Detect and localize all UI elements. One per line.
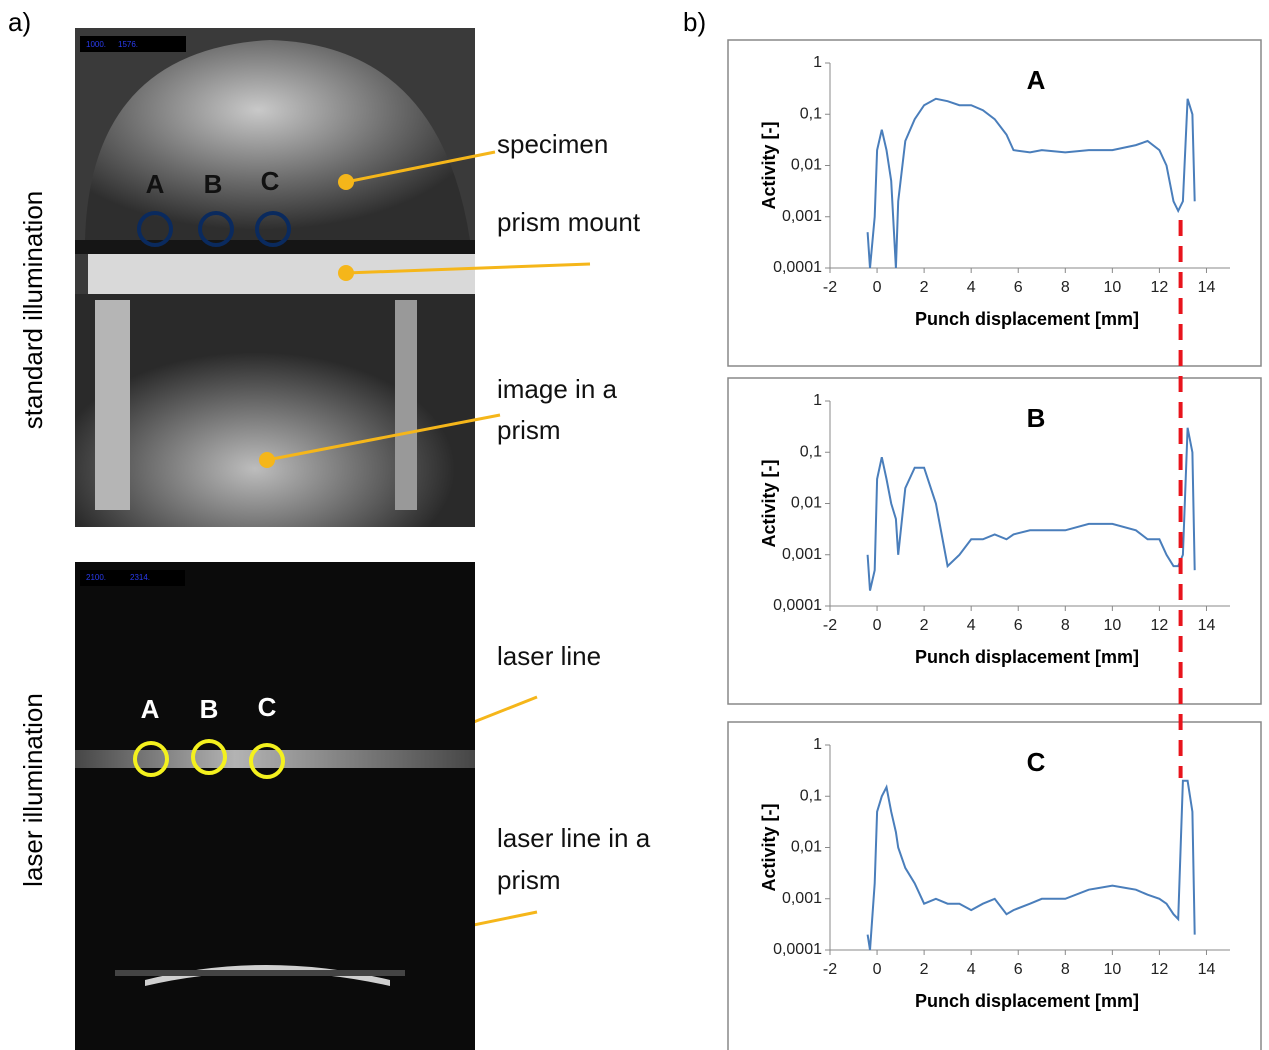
annotation: laser line in a: [497, 823, 651, 853]
x-tick-label: 14: [1198, 617, 1216, 634]
marker-label: C: [261, 166, 280, 196]
annotation: prism mount: [497, 207, 641, 237]
x-tick-label: 10: [1103, 279, 1121, 296]
x-tick-label: 8: [1061, 961, 1070, 978]
x-tick-label: 2: [920, 279, 929, 296]
y-tick-label: 0,01: [791, 495, 822, 512]
overlay-text: 2100.: [86, 573, 106, 582]
y-axis-label: Activity [-]: [759, 121, 779, 209]
x-tick-label: 14: [1198, 961, 1216, 978]
y-tick-label: 0,001: [782, 546, 822, 563]
marker-label: A: [146, 169, 165, 199]
panel-label: a): [8, 7, 31, 37]
annotation: prism: [497, 865, 561, 895]
overlay-text: 2314.: [130, 573, 150, 582]
photo-laser: [75, 562, 475, 1050]
y-tick-label: 0,0001: [773, 597, 822, 614]
x-tick-label: 0: [873, 617, 882, 634]
x-tick-label: 8: [1061, 279, 1070, 296]
annotation: laser line: [497, 641, 601, 671]
marker-circles: [133, 739, 285, 779]
x-tick-label: -2: [823, 279, 837, 296]
photo-standard: [75, 28, 475, 527]
x-tick-label: 4: [967, 961, 976, 978]
y-tick-label: 0,001: [782, 890, 822, 907]
y-tick-label: 0,01: [791, 839, 822, 856]
x-tick-label: 0: [873, 961, 882, 978]
x-tick-label: 6: [1014, 279, 1023, 296]
y-tick-label: 0,001: [782, 208, 822, 225]
y-tick-label: 0,1: [800, 105, 822, 122]
chart-frame: [727, 377, 1262, 705]
overlay-text: 1000.: [86, 40, 106, 49]
y-tick-label: 0,0001: [773, 941, 822, 958]
overlay-text: 1576.: [118, 40, 138, 49]
marker-label: A: [141, 694, 160, 724]
x-tick-label: -2: [823, 617, 837, 634]
data-line: [866, 779, 1196, 951]
chart-frame: [727, 721, 1262, 1050]
annotation: specimen: [497, 129, 608, 159]
chart-title: A: [1027, 65, 1046, 95]
side-label: standard illumination: [18, 191, 48, 429]
x-tick-label: 12: [1151, 279, 1169, 296]
x-tick-label: 14: [1198, 279, 1216, 296]
x-tick-label: 12: [1151, 961, 1169, 978]
x-tick-label: 12: [1151, 617, 1169, 634]
marker-circles: [137, 211, 291, 247]
chart-title: B: [1027, 403, 1046, 433]
x-tick-label: 10: [1103, 617, 1121, 634]
y-axis-label: Activity [-]: [759, 803, 779, 891]
x-tick-label: 0: [873, 279, 882, 296]
y-tick-label: 1: [813, 54, 822, 71]
marker-label: B: [200, 694, 219, 724]
x-tick-label: 6: [1014, 961, 1023, 978]
y-tick-label: 0,1: [800, 443, 822, 460]
chart-title: C: [1027, 747, 1046, 777]
side-label: laser illumination: [18, 693, 48, 887]
annotation: image in a: [497, 374, 617, 404]
chart-frame: [727, 39, 1262, 367]
x-axis-label: Punch displacement [mm]: [915, 309, 1139, 329]
x-tick-label: 4: [967, 279, 976, 296]
y-tick-label: 0,01: [791, 157, 822, 174]
data-line: [866, 427, 1196, 591]
x-axis-label: Punch displacement [mm]: [915, 647, 1139, 667]
x-tick-label: 6: [1014, 617, 1023, 634]
x-tick-label: 10: [1103, 961, 1121, 978]
data-line: [866, 97, 1196, 269]
y-tick-label: 1: [813, 392, 822, 409]
marker-label: B: [204, 169, 223, 199]
x-tick-label: 8: [1061, 617, 1070, 634]
x-tick-label: 4: [967, 617, 976, 634]
y-tick-label: 0,1: [800, 787, 822, 804]
x-axis-label: Punch displacement [mm]: [915, 991, 1139, 1011]
y-axis-label: Activity [-]: [759, 459, 779, 547]
marker-label: C: [258, 692, 277, 722]
x-tick-label: 2: [920, 617, 929, 634]
y-tick-label: 1: [813, 736, 822, 753]
panel-label: b): [683, 7, 706, 37]
x-tick-label: -2: [823, 961, 837, 978]
annotation: prism: [497, 415, 561, 445]
x-tick-label: 2: [920, 961, 929, 978]
y-tick-label: 0,0001: [773, 259, 822, 276]
